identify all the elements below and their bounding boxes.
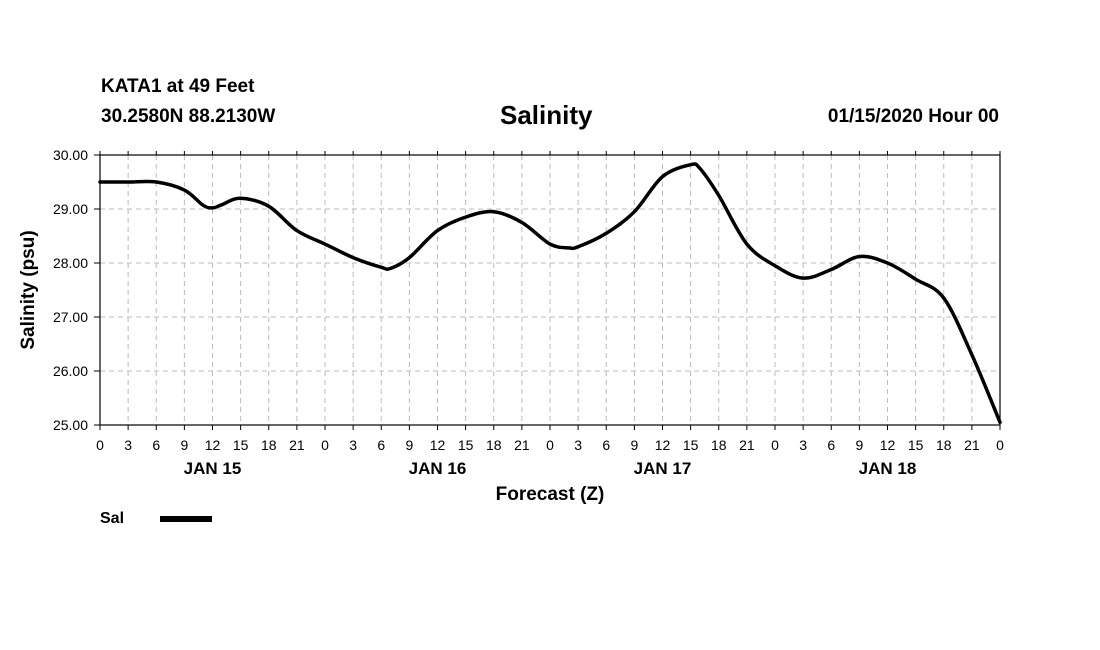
x-tick-label: 0 <box>771 437 779 453</box>
x-tick-label: 12 <box>880 437 896 453</box>
x-tick-label: 21 <box>964 437 980 453</box>
y-tick-label: 27.00 <box>53 309 88 325</box>
forecast-timestamp: 01/15/2020 Hour 00 <box>827 106 999 127</box>
day-label: JAN 17 <box>634 459 692 478</box>
salinity-series-line <box>98 162 1002 425</box>
x-tick-label: 21 <box>289 437 305 453</box>
x-tick-label: 3 <box>799 437 807 453</box>
y-tick-label: 30.00 <box>53 147 88 163</box>
chart-title: Salinity <box>500 100 593 130</box>
y-axis-title: Salinity (psu) <box>18 230 39 349</box>
day-label: JAN 16 <box>409 459 467 478</box>
day-label: JAN 18 <box>859 459 917 478</box>
x-axis-title: Forecast (Z) <box>496 484 605 505</box>
x-tick-label: 6 <box>152 437 160 453</box>
x-tick-label: 18 <box>711 437 727 453</box>
legend-label: Sal <box>100 510 125 527</box>
grid-lines <box>100 155 1000 425</box>
x-tick-label: 9 <box>855 437 863 453</box>
x-tick-label: 0 <box>321 437 329 453</box>
y-tick-labels: 25.00 26.00 27.00 28.00 29.00 30.00 <box>53 147 88 433</box>
x-tick-label: 9 <box>180 437 188 453</box>
x-tick-label: 15 <box>233 437 249 453</box>
x-tick-label: 12 <box>430 437 446 453</box>
x-tick-label: 0 <box>96 437 104 453</box>
y-tick-label: 26.00 <box>53 363 88 379</box>
x-tick-label: 3 <box>124 437 132 453</box>
y-tick-label: 29.00 <box>53 201 88 217</box>
axis-ticks <box>94 151 1001 430</box>
legend-swatch <box>160 516 212 522</box>
x-tick-label: 21 <box>739 437 755 453</box>
x-tick-label: 18 <box>486 437 502 453</box>
legend: Sal <box>100 510 212 528</box>
x-tick-label: 3 <box>349 437 357 453</box>
x-tick-label: 15 <box>908 437 924 453</box>
x-tick-label: 12 <box>205 437 221 453</box>
y-tick-label: 25.00 <box>53 417 88 433</box>
day-labels: JAN 15 JAN 16 JAN 17 JAN 18 <box>184 459 917 478</box>
x-tick-label: 18 <box>261 437 277 453</box>
day-label: JAN 15 <box>184 459 242 478</box>
x-tick-label: 6 <box>827 437 835 453</box>
x-tick-label: 3 <box>574 437 582 453</box>
x-tick-label: 21 <box>514 437 530 453</box>
x-tick-label: 0 <box>996 437 1004 453</box>
x-tick-label: 9 <box>630 437 638 453</box>
x-tick-label: 18 <box>936 437 952 453</box>
x-tick-label: 15 <box>458 437 474 453</box>
x-tick-label: 6 <box>602 437 610 453</box>
x-tick-label: 15 <box>683 437 699 453</box>
x-tick-label: 0 <box>546 437 554 453</box>
x-tick-label: 9 <box>405 437 413 453</box>
station-coordinates: 30.2580N 88.2130W <box>101 106 276 127</box>
station-label: KATA1 at 49 Feet <box>101 76 255 97</box>
x-tick-label: 6 <box>377 437 385 453</box>
x-tick-labels: 0 3 6 9 12 15 18 21 0 3 6 9 12 15 18 21 0 3 6 9 12 15 18 21 0 3 6 9… <box>96 437 1004 453</box>
x-tick-label: 12 <box>655 437 671 453</box>
plot-frame <box>99 154 1001 426</box>
y-tick-label: 28.00 <box>53 255 88 271</box>
